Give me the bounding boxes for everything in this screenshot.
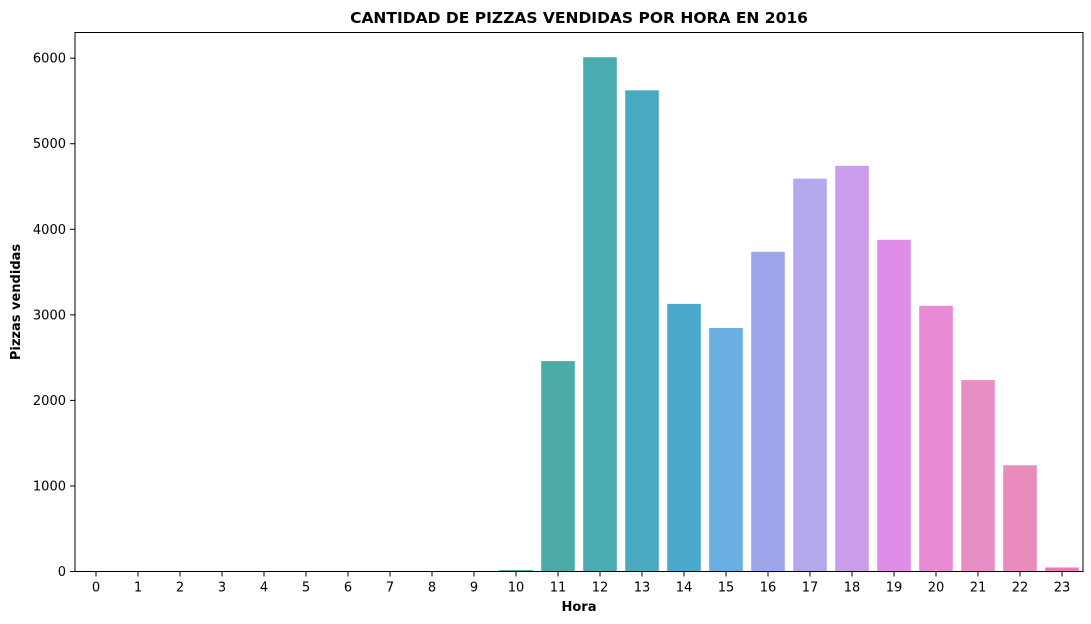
x-tick-label: 2	[176, 581, 184, 596]
y-tick-label: 4000	[33, 223, 66, 238]
x-tick-label: 0	[92, 581, 100, 596]
bar-hora-13	[625, 90, 659, 572]
x-tick-label: 6	[344, 581, 352, 596]
bar-hora-10	[499, 570, 533, 572]
bar-hora-15	[709, 328, 743, 572]
x-tick-label: 7	[386, 581, 394, 596]
y-tick-label: 6000	[33, 52, 66, 67]
y-axis-label: Pizzas vendidas	[9, 244, 24, 361]
bar-hora-17	[793, 178, 827, 572]
x-tick-label: 15	[718, 581, 735, 596]
x-tick-label: 12	[592, 581, 609, 596]
x-tick-label: 11	[550, 581, 567, 596]
bar-hora-14	[667, 303, 701, 572]
x-tick-label: 8	[428, 581, 436, 596]
x-tick-label: 3	[218, 581, 226, 596]
chart-title: CANTIDAD DE PIZZAS VENDIDAS POR HORA EN …	[350, 9, 808, 27]
y-tick-label: 1000	[33, 479, 66, 494]
bar-hora-12	[583, 57, 617, 572]
x-tick-label: 23	[1054, 581, 1071, 596]
bar-hora-19	[877, 239, 911, 572]
x-tick-label: 10	[508, 581, 525, 596]
x-tick-label: 17	[802, 581, 819, 596]
bar-hora-22	[1003, 465, 1037, 572]
y-tick-label: 5000	[33, 137, 66, 152]
x-axis: 0 1 2 3 4 5 6 7 8 9 10 11 12 13 14 15 16 17 18 19 20 21 22 23	[92, 571, 1071, 596]
x-tick-label: 13	[634, 581, 651, 596]
bar-hora-20	[919, 305, 953, 572]
bar-hora-21	[961, 380, 995, 572]
x-tick-label: 19	[886, 581, 903, 596]
bar-hora-18	[835, 165, 869, 572]
x-axis-label: Hora	[562, 600, 597, 615]
bar-hora-23	[1045, 567, 1079, 572]
x-tick-label: 16	[760, 581, 777, 596]
plot-frame	[74, 32, 1084, 572]
bars-group	[457, 57, 1079, 572]
x-tick-label: 18	[844, 581, 861, 596]
y-tick-label: 3000	[33, 308, 66, 323]
bar-hora-16	[751, 251, 785, 572]
x-tick-label: 5	[302, 581, 310, 596]
x-tick-label: 20	[928, 581, 945, 596]
x-tick-label: 14	[676, 581, 693, 596]
x-tick-label: 21	[970, 581, 987, 596]
y-tick-label: 0	[58, 565, 66, 580]
x-tick-label: 9	[470, 581, 478, 596]
y-tick-label: 2000	[33, 394, 66, 409]
x-tick-label: 4	[260, 581, 268, 596]
bar-hora-11	[541, 361, 575, 572]
y-axis: 0 1000 2000 3000 4000 5000 6000	[33, 52, 75, 580]
x-tick-label: 1	[134, 581, 142, 596]
x-tick-label: 22	[1012, 581, 1029, 596]
